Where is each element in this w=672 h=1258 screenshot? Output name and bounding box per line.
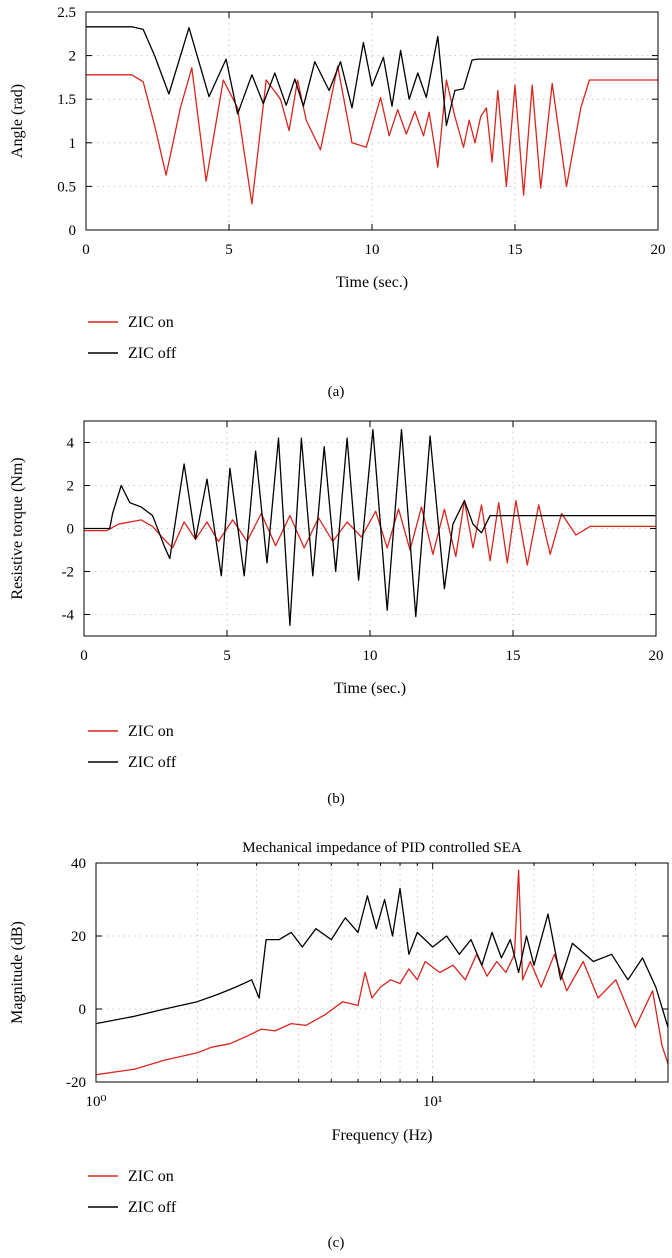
panel-b: 0 5 10 15 20 -4 -2 0 2 4 Time (sec.) Resistive to… <box>9 420 664 807</box>
plot-area-a <box>86 26 658 205</box>
plot-area-b <box>84 428 656 626</box>
ticks-b: 0 5 10 15 20 -4 -2 0 2 4 <box>62 421 664 664</box>
x-tick-label: 10¹ <box>423 1094 443 1110</box>
legend-label: ZIC off <box>128 345 177 362</box>
series-line-zic-on <box>95 869 669 1076</box>
y-tick-label: 1 <box>69 136 77 152</box>
y-tick-label: 40 <box>71 856 86 872</box>
legend-label: ZIC off <box>128 1199 177 1216</box>
ticks-c: 10⁰ 10¹ -20 0 20 40 <box>66 856 669 1110</box>
caption-c: (c) <box>328 1235 345 1251</box>
grid-b <box>84 421 656 636</box>
y-tick-label: 20 <box>71 929 86 945</box>
x-tick-label: 20 <box>649 648 664 664</box>
ticks-a: 0 5 10 15 20 0 0.5 1 1.5 2 2.5 <box>57 5 665 258</box>
y-axis-label-c: Magnitude (dB) <box>9 921 26 1024</box>
chart-title-c: Mechanical impedance of PID controlled S… <box>242 840 522 856</box>
grid-c <box>95 863 669 1082</box>
series-line-zic-on <box>86 65 658 205</box>
x-tick-label: 15 <box>508 242 523 258</box>
legend-label: ZIC on <box>128 314 174 331</box>
x-axis-label-b: Time (sec.) <box>334 680 406 697</box>
y-tick-label: 2.5 <box>57 5 76 21</box>
x-tick-label: 15 <box>506 648 521 664</box>
y-tick-label: -4 <box>62 608 75 624</box>
y-tick-label: -20 <box>66 1075 86 1091</box>
x-tick-label: 20 <box>651 242 666 258</box>
x-tick-label: 0 <box>80 648 88 664</box>
series-line-zic-off <box>95 887 669 1028</box>
legend-label: ZIC on <box>128 1168 174 1185</box>
x-tick-label: 0 <box>82 242 90 258</box>
x-axis-label-a: Time (sec.) <box>336 274 408 291</box>
y-tick-label: 2 <box>69 49 77 65</box>
series-line-zic-off <box>86 26 658 127</box>
panel-a: 0 5 10 15 20 0 0.5 1 1.5 2 2.5 Time (sec.) Angle (… <box>9 5 666 400</box>
y-tick-label: 1.5 <box>57 92 76 108</box>
x-tick-label: 5 <box>225 242 233 258</box>
axes-frame-c <box>95 862 669 1083</box>
x-tick-label: 10 <box>363 648 378 664</box>
caption-b: (b) <box>327 791 345 807</box>
series-line-zic-off <box>84 428 656 626</box>
y-tick-label: 2 <box>67 479 75 495</box>
x-axis-label-c: Frequency (Hz) <box>332 1127 433 1144</box>
legend-label: ZIC on <box>128 723 174 740</box>
grid-a <box>86 12 658 230</box>
x-tick-label: 10 <box>365 242 380 258</box>
legend-a: ZIC on ZIC off <box>88 314 177 362</box>
x-tick-label: 10⁰ <box>85 1094 106 1110</box>
axes-frame-a <box>85 11 659 231</box>
panel-c: Mechanical impedance of PID controlled S… <box>9 840 669 1251</box>
legend-c: ZIC on ZIC off <box>88 1168 177 1216</box>
y-tick-label: 0 <box>67 522 75 538</box>
legend-label: ZIC off <box>128 754 177 771</box>
y-tick-label: -2 <box>62 565 75 581</box>
y-axis-label-a: Angle (rad) <box>9 84 26 158</box>
y-tick-label: 0.5 <box>57 179 76 195</box>
legend-b: ZIC on ZIC off <box>88 723 177 771</box>
plot-area-c <box>95 869 669 1076</box>
y-tick-label: 4 <box>67 436 75 452</box>
x-tick-label: 5 <box>223 648 231 664</box>
series-line-zic-on <box>84 499 656 566</box>
y-tick-label: 0 <box>79 1002 87 1018</box>
y-axis-label-b: Resistive torque (Nm) <box>9 457 26 599</box>
caption-a: (a) <box>328 384 345 400</box>
y-tick-label: 0 <box>69 223 77 239</box>
